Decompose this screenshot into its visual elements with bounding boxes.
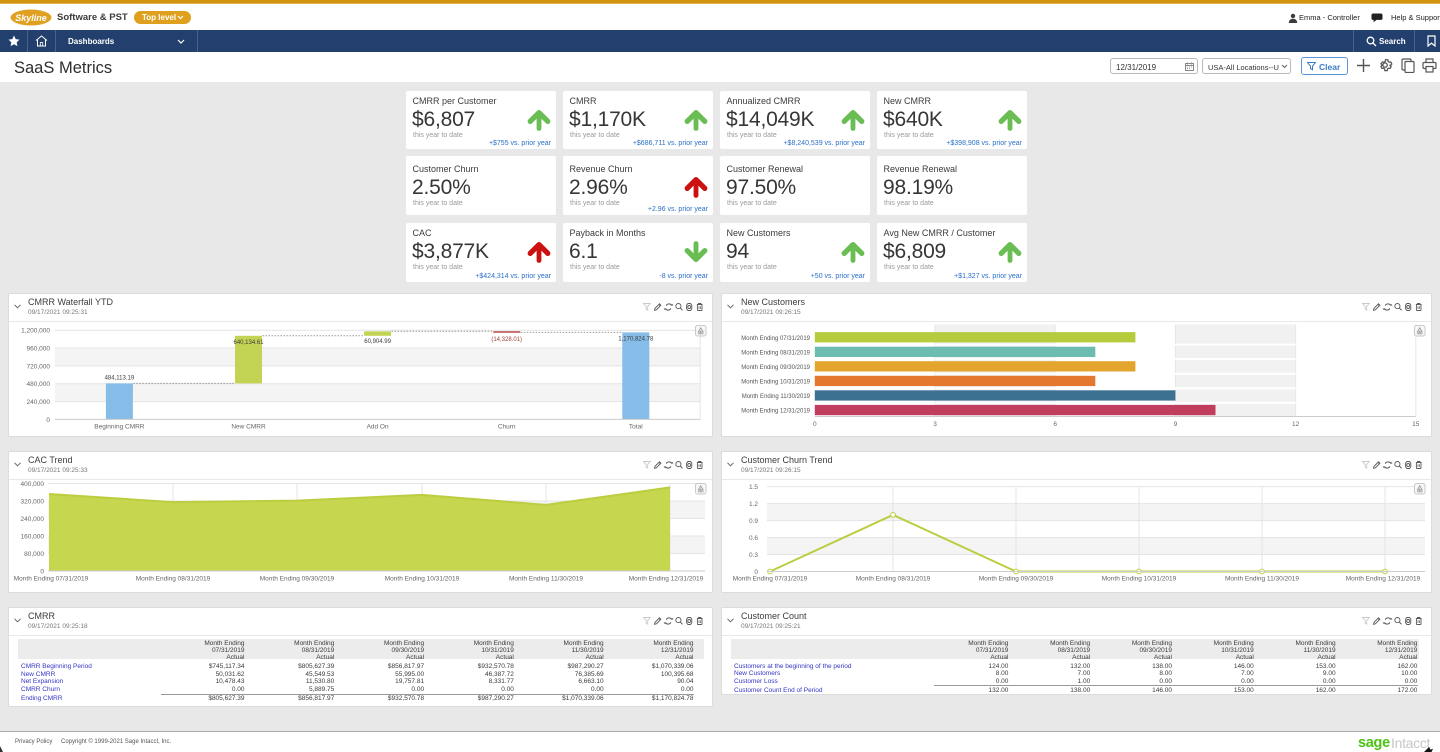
svg-text:0: 0 bbox=[813, 421, 817, 428]
svg-text:640,134.61: 640,134.61 bbox=[233, 340, 264, 346]
svg-text:960,000: 960,000 bbox=[27, 346, 51, 353]
svg-text:Month Ending 11/30/2019: Month Ending 11/30/2019 bbox=[509, 576, 583, 583]
svg-text:12: 12 bbox=[1292, 421, 1300, 428]
svg-text:0.6: 0.6 bbox=[749, 535, 758, 542]
svg-text:1,170,824.78: 1,170,824.78 bbox=[618, 337, 654, 343]
svg-text:(14,328.01): (14,328.01) bbox=[491, 337, 522, 343]
svg-text:1.5: 1.5 bbox=[749, 484, 758, 491]
svg-text:Month Ending 09/30/2019: Month Ending 09/30/2019 bbox=[260, 576, 335, 583]
svg-text:Month Ending 10/31/2019: Month Ending 10/31/2019 bbox=[385, 576, 460, 583]
svg-text:484,113.19: 484,113.19 bbox=[105, 376, 135, 382]
svg-text:Month Ending 11/30/2019: Month Ending 11/30/2019 bbox=[742, 394, 811, 400]
svg-text:15: 15 bbox=[1412, 421, 1420, 428]
svg-text:480,000: 480,000 bbox=[27, 381, 51, 388]
svg-text:Month Ending 08/31/2019: Month Ending 08/31/2019 bbox=[136, 576, 211, 583]
svg-text:0: 0 bbox=[754, 569, 758, 576]
svg-text:Month Ending 07/31/2019: Month Ending 07/31/2019 bbox=[733, 576, 808, 583]
svg-text:400,000: 400,000 bbox=[21, 481, 45, 488]
svg-text:3: 3 bbox=[933, 421, 937, 428]
svg-text:Churn: Churn bbox=[498, 424, 516, 431]
svg-text:0.3: 0.3 bbox=[749, 552, 758, 559]
svg-text:240,000: 240,000 bbox=[21, 516, 45, 523]
svg-text:Skyline: Skyline bbox=[15, 12, 47, 22]
svg-text:Month Ending 12/31/2019: Month Ending 12/31/2019 bbox=[629, 576, 704, 583]
svg-text:720,000: 720,000 bbox=[27, 363, 51, 370]
svg-text:160,000: 160,000 bbox=[21, 534, 45, 541]
svg-text:Month Ending 08/31/2019: Month Ending 08/31/2019 bbox=[856, 576, 931, 583]
svg-text:60,904.99: 60,904.99 bbox=[364, 339, 391, 345]
svg-text:Total: Total bbox=[629, 424, 643, 431]
svg-text:240,000: 240,000 bbox=[27, 399, 51, 406]
svg-text:Month Ending 09/30/2019: Month Ending 09/30/2019 bbox=[979, 576, 1054, 583]
svg-text:Month Ending 12/31/2019: Month Ending 12/31/2019 bbox=[1346, 576, 1421, 583]
svg-text:Month Ending 10/31/2019: Month Ending 10/31/2019 bbox=[1102, 576, 1177, 583]
svg-text:Month Ending 10/31/2019: Month Ending 10/31/2019 bbox=[741, 380, 810, 386]
svg-text:New CMRR: New CMRR bbox=[231, 424, 266, 431]
svg-text:320,000: 320,000 bbox=[21, 499, 45, 506]
svg-text:6: 6 bbox=[1053, 421, 1057, 428]
svg-text:80,000: 80,000 bbox=[24, 551, 44, 558]
svg-text:Month Ending 09/30/2019: Month Ending 09/30/2019 bbox=[741, 365, 810, 371]
svg-text:0: 0 bbox=[46, 417, 50, 424]
svg-text:Month Ending 12/31/2019: Month Ending 12/31/2019 bbox=[741, 409, 810, 415]
svg-text:1.2: 1.2 bbox=[749, 501, 758, 508]
svg-text:Beginning CMRR: Beginning CMRR bbox=[94, 424, 145, 431]
svg-text:Month Ending 08/31/2019: Month Ending 08/31/2019 bbox=[741, 350, 810, 356]
svg-text:Month Ending 07/31/2019: Month Ending 07/31/2019 bbox=[14, 576, 89, 583]
svg-text:Month Ending 11/30/2019: Month Ending 11/30/2019 bbox=[1225, 576, 1299, 583]
svg-text:1,200,000: 1,200,000 bbox=[21, 328, 50, 335]
svg-text:0: 0 bbox=[40, 569, 44, 576]
svg-text:Month Ending 07/31/2019: Month Ending 07/31/2019 bbox=[741, 336, 810, 342]
svg-text:9: 9 bbox=[1174, 421, 1178, 428]
svg-text:0.9: 0.9 bbox=[749, 518, 758, 525]
svg-text:Add On: Add On bbox=[367, 424, 389, 431]
